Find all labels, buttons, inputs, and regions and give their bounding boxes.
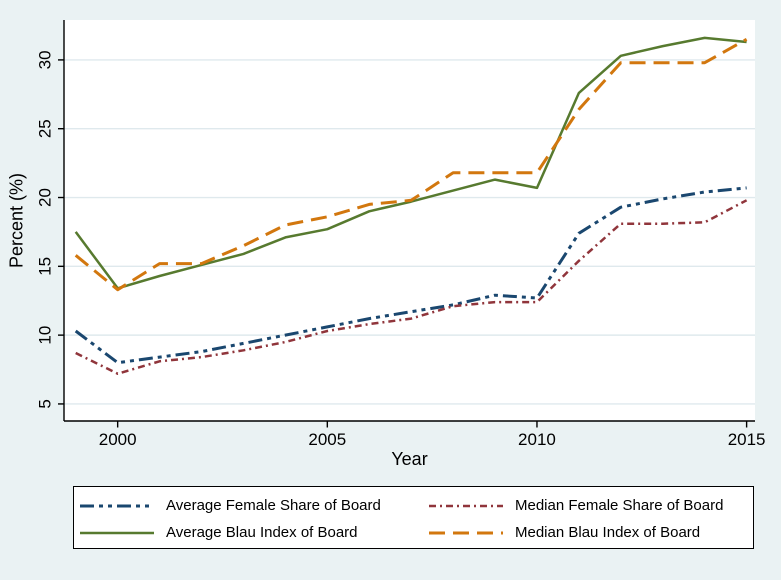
y-tick-label: 20: [35, 188, 54, 207]
x-tick-label: 2015: [728, 430, 766, 449]
series-line-median-female-share-of-board: [75, 199, 748, 375]
legend-label: Average Female Share of Board: [166, 497, 381, 514]
y-tick-label: 5: [35, 399, 54, 408]
y-tick-label: 30: [35, 50, 54, 69]
x-tick-label: 2005: [308, 430, 346, 449]
y-tick-label: 15: [35, 257, 54, 276]
x-tick-label: 2010: [518, 430, 556, 449]
plot-area: [64, 20, 755, 421]
legend-item-average-female-share-of-board: Average Female Share of Board: [80, 492, 429, 519]
legend-item-average-blau-index-of-board: Average Blau Index of Board: [80, 519, 429, 546]
legend-sample-line: [429, 504, 503, 507]
series-line-average-female-share-of-board: [74, 186, 747, 365]
legend-sample-line: [429, 531, 503, 534]
legend: Average Female Share of Board Median Fema…: [73, 486, 754, 549]
legend-sample-line: [80, 531, 154, 534]
legend-item-median-blau-index-of-board: Median Blau Index of Board: [429, 519, 753, 546]
y-tick-label: 10: [35, 326, 54, 345]
x-tick-label: 2000: [99, 430, 137, 449]
legend-label: Average Blau Index of Board: [166, 524, 358, 541]
legend-label: Median Blau Index of Board: [515, 524, 701, 541]
legend-sample-line: [80, 504, 154, 507]
y-tick-label: 25: [35, 119, 54, 138]
legend-label: Median Female Share of Board: [515, 497, 724, 514]
y-axis-title: Percent (%): [6, 172, 27, 269]
legend-item-median-female-share-of-board: Median Female Share of Board: [429, 492, 753, 519]
x-axis-title: Year: [391, 449, 428, 469]
series-line-median-blau-index-of-board: [74, 37, 748, 292]
